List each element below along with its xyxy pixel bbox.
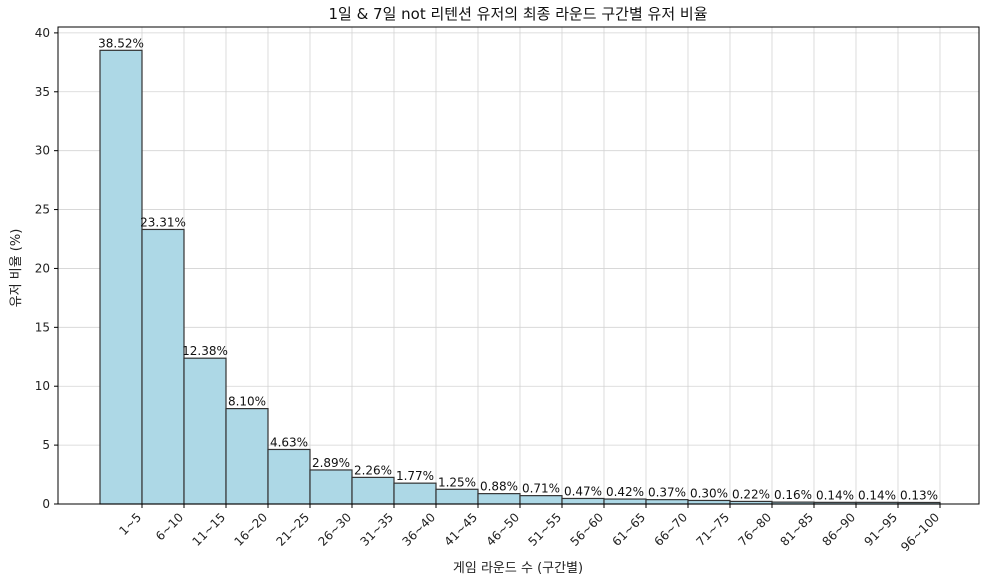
x-tick-label: 86~90	[820, 510, 859, 549]
x-tick-label: 96~100	[898, 510, 942, 554]
bar-value-label: 0.13%	[900, 488, 938, 502]
x-tick-label: 31~35	[358, 510, 397, 549]
y-tick-label: 35	[35, 85, 50, 99]
bar-value-label: 23.31%	[140, 215, 186, 229]
x-tick-label: 41~45	[442, 510, 481, 549]
bar	[603, 498, 647, 505]
bar	[519, 495, 563, 505]
bar	[351, 476, 395, 505]
bar-value-label: 38.52%	[98, 36, 144, 50]
bar	[267, 448, 311, 505]
bar-value-label: 1.25%	[438, 475, 476, 489]
y-tick-label: 30	[35, 144, 50, 158]
bar	[645, 499, 689, 505]
x-tick-label: 71~75	[694, 510, 733, 549]
x-tick-label: 76~80	[736, 510, 775, 549]
y-tick-label: 10	[35, 379, 50, 393]
bar-value-label: 2.26%	[354, 463, 392, 477]
bar-value-label: 0.47%	[564, 484, 602, 498]
chart-title: 1일 & 7일 not 리텐션 유저의 최종 라운드 구간별 유저 비율	[328, 5, 707, 23]
bar	[141, 228, 185, 505]
bar-value-label: 1.77%	[396, 469, 434, 483]
bar	[393, 482, 437, 505]
x-tick-label: 16~20	[232, 510, 271, 549]
bar-value-label: 0.14%	[858, 488, 896, 502]
bar-value-label: 0.37%	[648, 486, 686, 500]
x-tick-label: 56~60	[568, 510, 607, 549]
grid-layer	[58, 27, 979, 505]
bar-value-label: 0.22%	[732, 487, 770, 501]
bar-value-label: 4.63%	[270, 435, 308, 449]
x-tick-label: 11~15	[190, 510, 229, 549]
bar	[99, 49, 143, 505]
y-tick-label: 40	[35, 26, 50, 40]
bar-value-label: 0.71%	[522, 482, 560, 496]
x-tick-label: 6~10	[153, 510, 186, 543]
y-tick-label: 15	[35, 320, 50, 334]
x-tick-label: 36~40	[400, 510, 439, 549]
bars-layer	[99, 49, 941, 505]
bar-value-label: 12.38%	[182, 344, 228, 358]
bar-value-label: 0.88%	[480, 480, 518, 494]
bar-value-label: 2.89%	[312, 456, 350, 470]
x-tick-label: 81~85	[778, 510, 817, 549]
x-axis-label: 게임 라운드 수 (구간별)	[453, 561, 583, 576]
bar	[225, 408, 269, 505]
plot-frame	[57, 26, 980, 505]
x-tick-label: 61~65	[610, 510, 649, 549]
x-tick-label: 51~55	[526, 510, 565, 549]
bar	[183, 357, 227, 505]
bar-value-label: 0.14%	[816, 488, 854, 502]
y-tick-label: 0	[42, 497, 50, 511]
x-tick-label: 26~30	[316, 510, 355, 549]
x-tick-label: 21~25	[274, 510, 313, 549]
x-tick-label: 1~5	[116, 510, 144, 538]
x-tick-label: 91~95	[862, 510, 901, 549]
bar	[687, 499, 731, 505]
y-tick-label: 25	[35, 203, 50, 217]
bar-value-label: 0.30%	[690, 486, 728, 500]
bar	[435, 488, 479, 505]
x-tick-label: 46~50	[484, 510, 523, 549]
data-labels-layer: 38.52% 23.31% 12.38% 8.10% 4.63% 2.89% 2.26% 1.…	[98, 36, 938, 502]
bar	[309, 469, 353, 505]
y-axis-label: 유저 비율 (%)	[9, 229, 24, 308]
y-tick-label: 20	[35, 261, 50, 275]
bar-value-label: 8.10%	[228, 395, 266, 409]
bar	[477, 493, 521, 505]
bar-value-label: 0.16%	[774, 488, 812, 502]
y-tick-label: 5	[42, 438, 50, 452]
x-tick-label: 66~70	[652, 510, 691, 549]
bar	[561, 497, 605, 505]
bar-value-label: 0.42%	[606, 485, 644, 499]
